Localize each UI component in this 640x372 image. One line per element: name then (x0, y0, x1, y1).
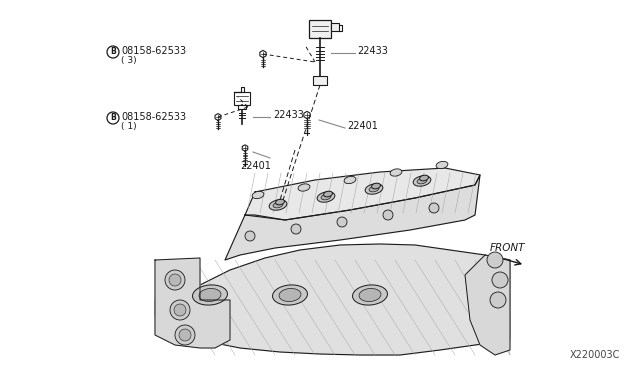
Ellipse shape (353, 285, 387, 305)
Ellipse shape (273, 202, 283, 208)
Circle shape (487, 252, 503, 268)
Ellipse shape (317, 192, 335, 202)
Circle shape (492, 272, 508, 288)
Polygon shape (225, 175, 480, 260)
Text: B: B (110, 48, 116, 57)
Bar (234, 92, 250, 105)
Bar (331, 23, 339, 32)
Circle shape (179, 329, 191, 341)
Polygon shape (465, 255, 510, 355)
Ellipse shape (417, 178, 427, 184)
Circle shape (165, 270, 185, 290)
Text: 08158-62533: 08158-62533 (121, 46, 186, 56)
Circle shape (337, 217, 347, 227)
Ellipse shape (298, 184, 310, 191)
Ellipse shape (279, 288, 301, 302)
Text: 22433: 22433 (357, 46, 388, 56)
Ellipse shape (193, 285, 227, 305)
Polygon shape (155, 244, 510, 355)
Ellipse shape (321, 194, 331, 200)
Ellipse shape (372, 183, 380, 189)
Circle shape (490, 292, 506, 308)
Ellipse shape (252, 191, 264, 199)
Circle shape (170, 300, 190, 320)
Circle shape (383, 210, 393, 220)
Ellipse shape (324, 191, 332, 197)
Circle shape (291, 224, 301, 234)
Text: 22401: 22401 (347, 121, 378, 131)
Bar (239, 105, 246, 109)
Ellipse shape (390, 169, 402, 176)
Text: B: B (110, 113, 116, 122)
Polygon shape (155, 258, 230, 348)
Bar (309, 20, 331, 38)
Ellipse shape (413, 176, 431, 186)
Ellipse shape (359, 288, 381, 302)
Text: X220003C: X220003C (570, 350, 620, 360)
Text: ( 1): ( 1) (121, 122, 136, 131)
Text: 22401: 22401 (240, 161, 271, 171)
Text: FRONT: FRONT (490, 243, 525, 253)
Ellipse shape (365, 184, 383, 194)
Circle shape (175, 325, 195, 345)
Text: 22433: 22433 (273, 110, 304, 120)
Text: ( 3): ( 3) (121, 57, 136, 65)
Ellipse shape (344, 176, 356, 184)
Ellipse shape (420, 175, 428, 181)
Bar (314, 76, 326, 85)
Ellipse shape (199, 288, 221, 302)
Circle shape (245, 231, 255, 241)
Polygon shape (245, 168, 480, 220)
Circle shape (169, 274, 181, 286)
Circle shape (174, 304, 186, 316)
Text: 08158-62533: 08158-62533 (121, 112, 186, 122)
Ellipse shape (276, 199, 284, 205)
Ellipse shape (436, 161, 448, 169)
Ellipse shape (269, 200, 287, 210)
Ellipse shape (273, 285, 307, 305)
Ellipse shape (369, 186, 379, 192)
Circle shape (429, 203, 439, 213)
